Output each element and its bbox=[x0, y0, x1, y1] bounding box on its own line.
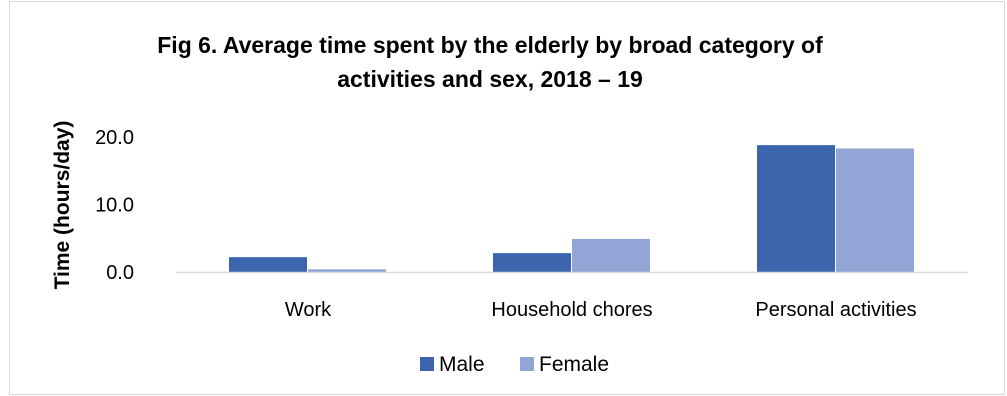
legend-label-male: Male bbox=[439, 353, 485, 376]
x-axis-ticks: Work Household chores Personal activities bbox=[285, 299, 917, 321]
chart-title-line-2: activities and sex, 2018 – 19 bbox=[337, 66, 643, 92]
legend-label-female: Female bbox=[539, 353, 609, 376]
legend: Male Female bbox=[420, 353, 609, 376]
x-tick-label: Personal activities bbox=[755, 299, 916, 321]
y-axis-title: Time (hours/day) bbox=[51, 121, 74, 290]
bar-female-1 bbox=[572, 238, 650, 272]
bar-male-1 bbox=[493, 253, 571, 272]
y-tick-label: 20.0 bbox=[95, 127, 134, 149]
chart-title-line-1: Fig 6. Average time spent by the elderly… bbox=[157, 32, 823, 58]
bars bbox=[229, 145, 914, 272]
y-tick-label: 10.0 bbox=[95, 195, 134, 217]
bar-female-2 bbox=[836, 148, 914, 272]
legend-swatch-female bbox=[520, 357, 534, 371]
chart-title: Fig 6. Average time spent by the elderly… bbox=[60, 28, 920, 96]
bar-female-0 bbox=[308, 269, 386, 272]
bar-male-0 bbox=[229, 257, 307, 272]
y-axis-ticks: 0.0 10.0 20.0 bbox=[95, 127, 134, 284]
legend-swatch-male bbox=[420, 357, 434, 371]
bar-male-2 bbox=[757, 145, 835, 272]
x-tick-label: Household chores bbox=[491, 299, 652, 321]
y-tick-label: 0.0 bbox=[106, 262, 134, 284]
x-tick-label: Work bbox=[285, 299, 332, 321]
